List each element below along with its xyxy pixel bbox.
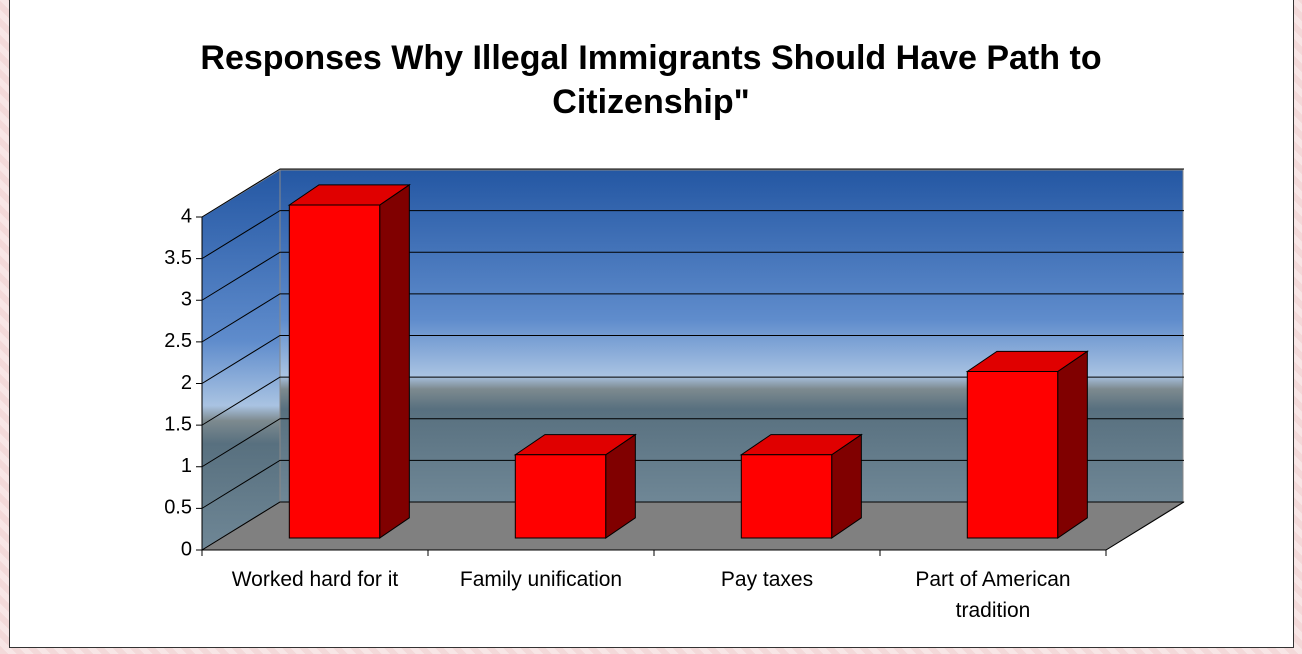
- y-tick-label: 3: [181, 289, 192, 311]
- chart-title: Responses Why Illegal Immigrants Should …: [200, 39, 1102, 121]
- grid-line: [201, 210, 1184, 260]
- bar-side: [1057, 350, 1088, 539]
- bar: [288, 204, 381, 539]
- grid-line: [201, 376, 1184, 426]
- y-tick-label: 0: [181, 538, 192, 560]
- x-tick-label: Part of American tradition: [915, 568, 1071, 622]
- x-tick-label: Worked hard for it: [231, 568, 399, 591]
- y-tick-label: 0.5: [164, 497, 192, 519]
- x-tick-label: Family unification: [459, 568, 623, 591]
- depth-edge: [1105, 501, 1185, 551]
- y-tick-label: 2: [181, 372, 192, 394]
- grid-line: [201, 293, 1184, 343]
- y-tick-label: 1.5: [164, 413, 192, 435]
- bar: [740, 454, 833, 539]
- y-tick-label: 3.5: [164, 247, 192, 269]
- bar: [966, 371, 1059, 539]
- bar-side: [379, 183, 410, 539]
- grid-line: [201, 459, 1184, 509]
- grid-line: [201, 335, 1184, 384]
- grid-line: [201, 418, 1184, 468]
- x-tick-label: Pay taxes: [720, 568, 814, 591]
- grid-line: [201, 251, 1184, 301]
- y-tick-label: 4: [181, 205, 192, 227]
- grid-line: [201, 168, 1184, 218]
- grid-line: [201, 501, 1184, 551]
- y-tick-label: 2.5: [164, 330, 192, 352]
- bar: [514, 454, 607, 539]
- y-tick-label: 1: [181, 455, 192, 477]
